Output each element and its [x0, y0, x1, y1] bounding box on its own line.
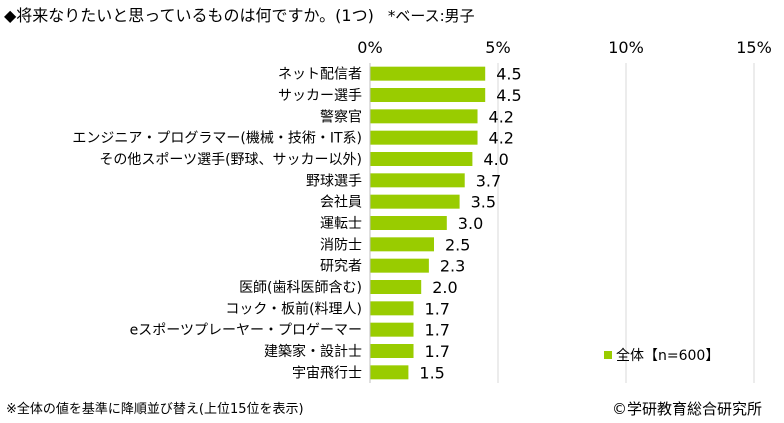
bar [370, 194, 460, 209]
data-label: 3.7 [476, 171, 501, 190]
data-label: 4.2 [489, 107, 514, 126]
category-label: 消防士 [320, 237, 362, 253]
category-label: 研究者 [320, 259, 362, 275]
category-label: 医師(歯科医師含む) [239, 280, 362, 296]
category-label: 宇宙飛行士 [292, 365, 362, 381]
bar [370, 322, 414, 337]
data-label: 4.5 [496, 65, 521, 84]
title-text: ◆将来なりたいと思っているものは何ですか。(1つ) [4, 6, 374, 25]
data-label: 1.7 [425, 299, 450, 318]
data-label: 3.0 [458, 214, 483, 233]
category-label: 警察官 [320, 108, 362, 125]
data-label: 3.5 [471, 193, 496, 212]
bar [370, 66, 486, 81]
tick-label: 15% [736, 38, 772, 57]
bar [370, 344, 414, 358]
data-label: 4.5 [496, 86, 521, 105]
bar [370, 365, 409, 380]
bar [370, 109, 478, 124]
bar [370, 301, 414, 316]
data-label: 2.0 [432, 278, 457, 297]
category-label: 会社員 [320, 195, 362, 211]
bar [370, 130, 478, 145]
data-label: 4.0 [483, 150, 508, 169]
bar [370, 237, 434, 252]
tick-label: 5% [485, 38, 510, 57]
category-label: エンジニア・プログラマー(機械・技術・IT系) [72, 131, 362, 147]
data-label: 4.2 [489, 129, 514, 148]
category-label: ネット配信者 [278, 67, 362, 83]
footnote: ※全体の値を基準に降順並び替え(上位15位を表示) [6, 402, 304, 417]
category-label: 建築家・設計士 [264, 343, 362, 360]
bar [370, 280, 422, 294]
category-label: 運転士 [320, 216, 362, 232]
category-label: その他スポーツ選手(野球、サッカー以外) [99, 152, 362, 168]
bar-chart: 0% 5% 10% 15% ネット配信者 4.5 サッカー選手 4.5 警察官 4.2 エンジニア・… [72, 38, 772, 383]
data-label: 1.7 [425, 342, 450, 361]
data-label: 1.7 [425, 321, 450, 340]
category-label: サッカー選手 [278, 88, 362, 104]
bar [370, 258, 429, 273]
chart-title: ◆将来なりたいと思っているものは何ですか。(1つ) *ベース:男子 [4, 2, 475, 26]
legend-swatch [604, 351, 612, 359]
data-label: 1.5 [419, 363, 444, 382]
category-label: eスポーツプレーヤー・プロゲーマー [130, 323, 362, 339]
tick-label: 0% [357, 38, 382, 57]
bar [370, 152, 473, 166]
data-label: 2.5 [445, 235, 470, 254]
data-label: 2.3 [440, 257, 465, 276]
legend-label: 全体【n=600】 [616, 347, 719, 364]
base-note: *ベース:男子 [387, 7, 475, 25]
copyright: ©学研教育総合研究所 [611, 400, 762, 418]
category-label: 野球選手 [306, 173, 362, 189]
bar [370, 88, 486, 102]
category-label: コック・板前(料理人) [225, 300, 362, 317]
bar [370, 173, 465, 188]
tick-label: 10% [608, 38, 644, 57]
bar [370, 216, 447, 230]
